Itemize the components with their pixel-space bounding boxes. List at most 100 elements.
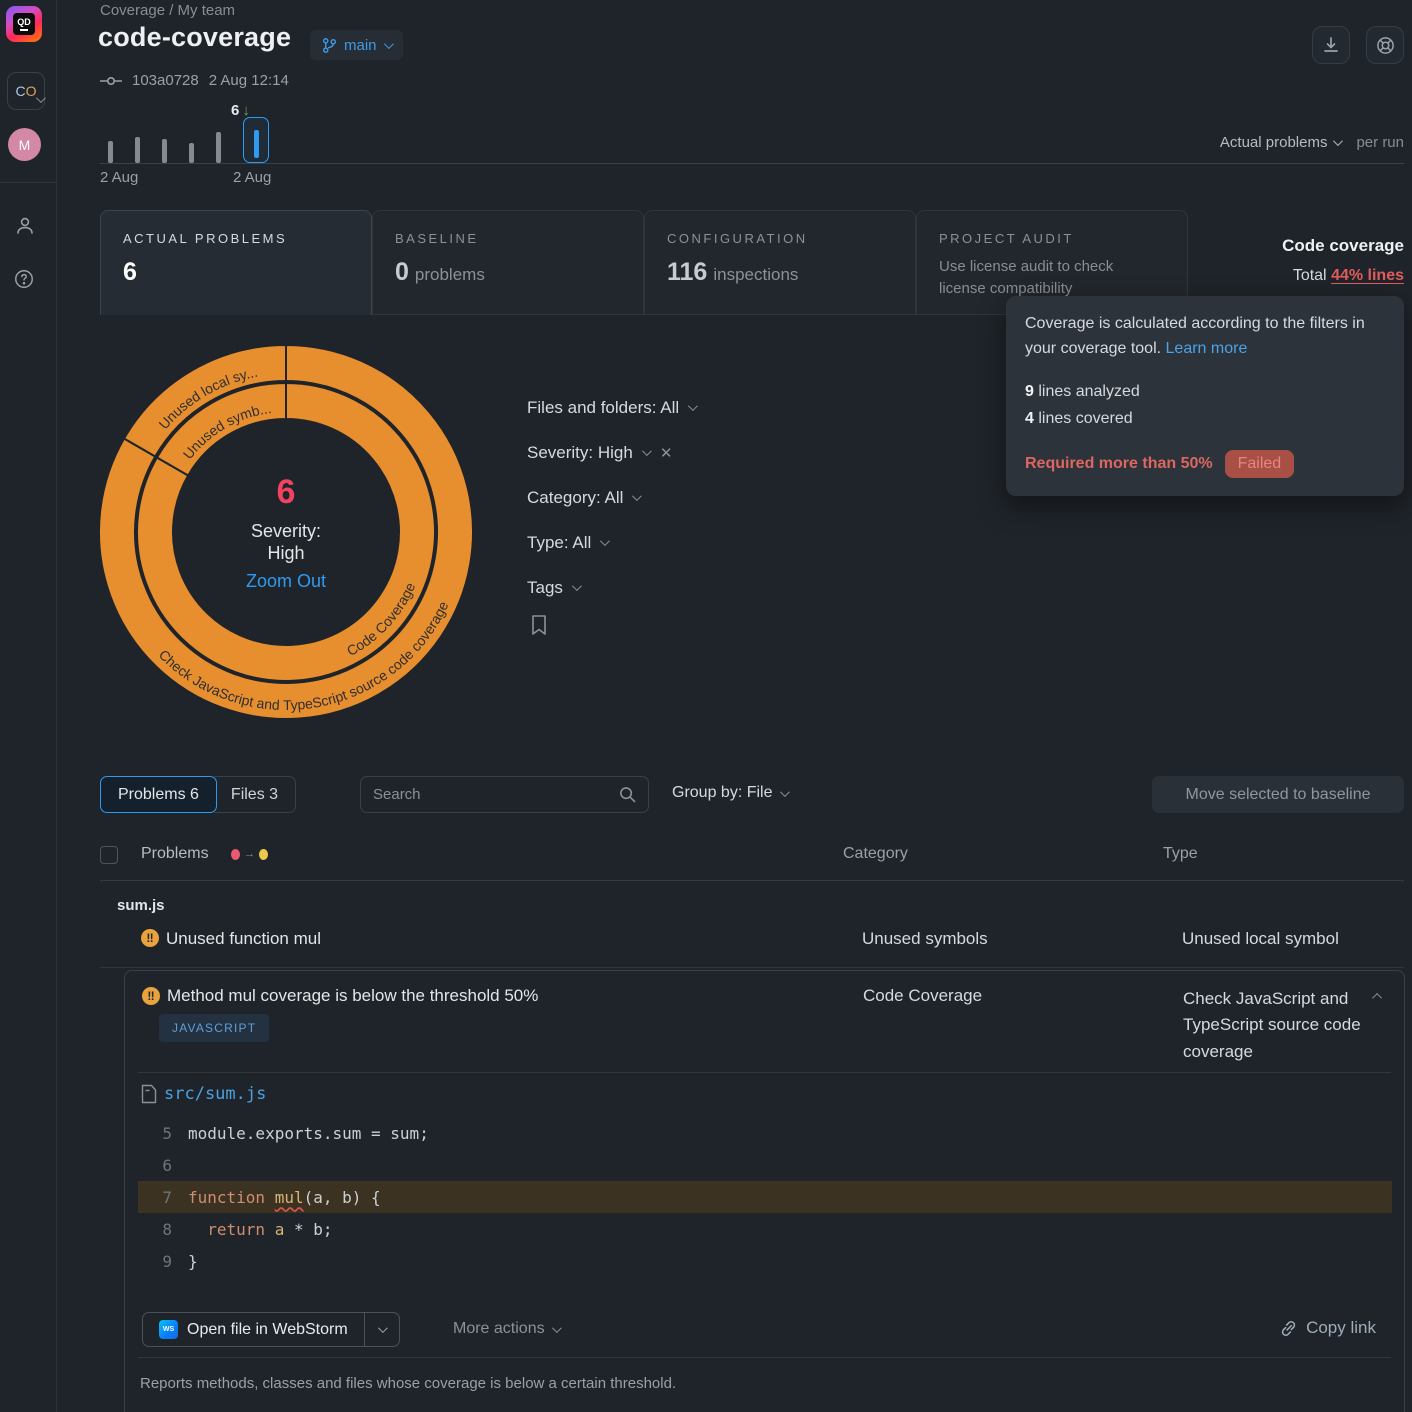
filter-category[interactable]: Category: All	[527, 475, 695, 520]
code-line-9: 9}	[138, 1245, 1392, 1277]
tab-files-list[interactable]: Files 3	[213, 776, 297, 813]
source-file-row: src/sum.js	[141, 1084, 266, 1104]
list-mode-switcher: Problems 6 Files 3	[100, 776, 297, 813]
sunburst-segment[interactable]	[122, 343, 287, 458]
filter-chevron-icon	[571, 581, 582, 592]
column-type[interactable]: Type	[1163, 845, 1198, 862]
commit-icon	[100, 76, 122, 85]
expanded-problem-card: ‼ Method mul coverage is below the thres…	[124, 970, 1405, 1412]
search-box	[360, 776, 649, 813]
code-coverage-title: Code coverage	[1282, 236, 1404, 255]
timeline-bar-selected[interactable]	[243, 117, 269, 163]
problem-row-1[interactable]: ‼ Unused function mul Unused symbols Unu…	[100, 924, 1404, 968]
remove-filter-icon[interactable]: ✕	[659, 444, 673, 462]
timeline-bar[interactable]	[216, 132, 221, 163]
lines-analyzed: 9 lines analyzed	[1025, 382, 1140, 400]
more-actions-dropdown[interactable]: More actions	[453, 1320, 562, 1338]
branch-selector[interactable]: main	[310, 30, 403, 60]
branch-chevron-icon	[383, 38, 394, 49]
sunburst-segment[interactable]	[155, 381, 287, 477]
timeline-controls: Actual problems per run	[1220, 134, 1404, 151]
filter-files-and-folders[interactable]: Files and folders: All	[527, 385, 699, 430]
summary-tabstrip: ACTUAL PROBLEMS 6 BASELINE 0 problems CON…	[100, 210, 1188, 315]
link-icon	[1281, 1320, 1296, 1336]
download-report-button[interactable]	[1312, 26, 1350, 64]
webstorm-icon: WS	[159, 1320, 178, 1339]
more-actions-chevron-icon	[551, 1322, 562, 1333]
support-button[interactable]	[1366, 26, 1404, 64]
timeline-bar[interactable]	[108, 141, 113, 163]
tooltip-text: Coverage is calculated according to the …	[1025, 315, 1365, 357]
group-by-chevron-icon	[780, 786, 791, 797]
timeline-bar[interactable]	[162, 139, 167, 163]
filter-severity[interactable]: Severity: High ✕	[527, 442, 673, 462]
code-line-7: 7 function mul(a, b) {	[138, 1181, 1392, 1213]
filter-chevron-icon	[641, 446, 652, 457]
sunburst-segment[interactable]	[136, 381, 436, 682]
select-all-checkbox[interactable]	[100, 846, 118, 864]
tab-problems-list[interactable]: Problems 6	[100, 776, 217, 813]
ide-dropdown-toggle[interactable]	[363, 1313, 399, 1346]
filter-type[interactable]: Type: All	[527, 520, 695, 565]
timeline-selected-label: 6 ↓	[231, 102, 250, 119]
problem-title[interactable]: Method mul coverage is below the thresho…	[167, 986, 539, 1005]
learn-more-link[interactable]: Learn more	[1165, 339, 1248, 357]
sidebar-divider	[0, 182, 57, 183]
inspection-description: Reports methods, classes and files whose…	[140, 1375, 677, 1392]
sunburst-segment[interactable]	[98, 343, 474, 720]
filter-tags[interactable]: Tags	[527, 565, 695, 610]
timeline-start-date: 2 Aug	[100, 169, 139, 186]
timeline-bar[interactable]	[189, 143, 194, 163]
tab-configuration[interactable]: CONFIGURATION 116 inspections	[644, 210, 916, 315]
lifebuoy-icon	[1376, 36, 1394, 54]
lines-covered: 4 lines covered	[1025, 409, 1133, 427]
line-number: 9	[162, 1251, 172, 1271]
zoom-out-link[interactable]: Zoom Out	[245, 570, 327, 591]
metric-chevron-icon	[1333, 136, 1344, 147]
line-number: 8	[162, 1219, 172, 1239]
column-problems[interactable]: Problems	[141, 845, 209, 862]
code-line-5: 5 module.exports.sum = sum;	[138, 1117, 1392, 1149]
timeline-selected-date: 2 Aug	[233, 169, 272, 186]
open-in-ide-button[interactable]: WS Open file in WebStorm	[142, 1312, 400, 1347]
code-snippet: 5 module.exports.sum = sum; 6 7 function mul…	[138, 1117, 1392, 1277]
group-by-dropdown[interactable]: Group by: File	[672, 784, 791, 802]
coverage-requirement: Required more than 50%	[1025, 454, 1213, 472]
trend-down-icon: ↓	[242, 102, 250, 119]
search-icon	[620, 787, 636, 803]
filter-chevron-icon	[632, 491, 643, 502]
high-severity-icon: ‼	[141, 929, 159, 947]
commit-info: 103a0728 2 Aug 12:14	[100, 72, 289, 89]
breadcrumb[interactable]: Coverage / My team	[100, 2, 236, 19]
file-icon	[141, 1084, 157, 1104]
move-to-baseline-button[interactable]: Move selected to baseline	[1152, 776, 1404, 813]
column-category[interactable]: Category	[843, 845, 908, 862]
severity-sort-indicator[interactable]: →	[231, 848, 268, 860]
user-avatar[interactable]: M	[8, 128, 41, 161]
filters-panel: Files and folders: All Severity: High ✕ Cat…	[527, 385, 699, 610]
tab-actual-problems[interactable]: ACTUAL PROBLEMS 6	[100, 210, 372, 315]
coverage-total-link[interactable]: 44% lines	[1331, 267, 1404, 284]
tab-baseline[interactable]: BASELINE 0 problems	[372, 210, 644, 315]
code-coverage-total: Total 44% lines	[1292, 267, 1404, 284]
source-file-link[interactable]: src/sum.js	[164, 1084, 267, 1104]
timeline-bar[interactable]	[135, 137, 140, 163]
qodana-logo[interactable]: QD	[6, 6, 42, 42]
bookmark-icon[interactable]	[530, 614, 548, 636]
line-number: 7	[162, 1187, 172, 1207]
timeline-bars[interactable]	[108, 117, 269, 163]
git-branch-icon	[322, 37, 337, 53]
profile-icon[interactable]	[13, 214, 37, 238]
search-input[interactable]	[373, 786, 619, 803]
commit-hash[interactable]: 103a0728	[132, 72, 199, 89]
file-group-row[interactable]: sum.js	[117, 897, 165, 914]
timeline-metric-dropdown[interactable]: Actual problems	[1220, 134, 1344, 151]
copy-link-button[interactable]: Copy link	[1279, 1318, 1376, 1338]
per-run-label: per run	[1356, 134, 1404, 151]
code-line-8: 8 return a * b;	[138, 1213, 1392, 1245]
help-icon[interactable]	[13, 268, 35, 290]
